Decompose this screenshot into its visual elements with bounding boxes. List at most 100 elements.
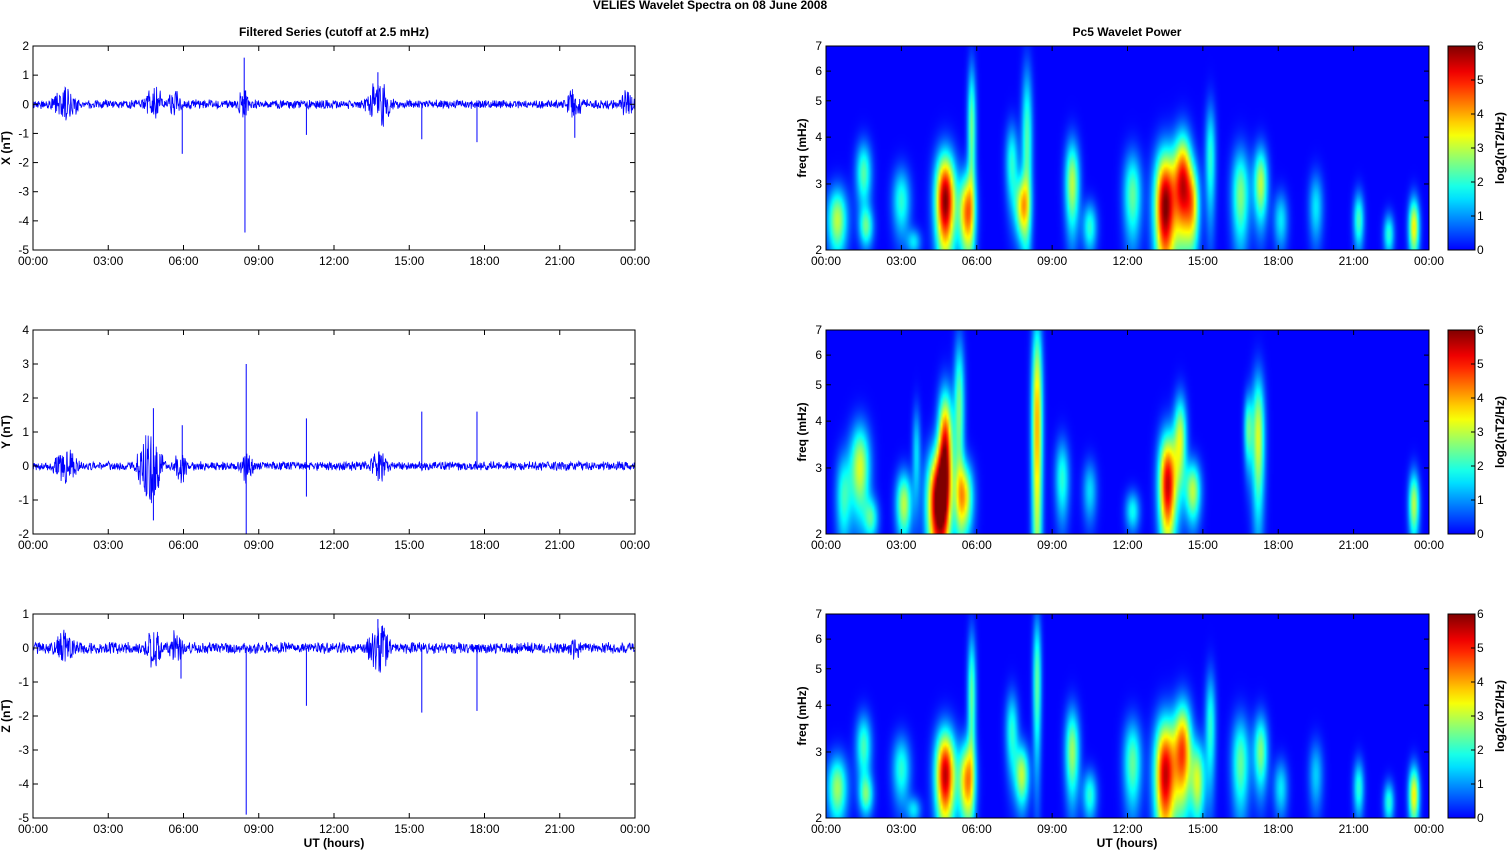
colorbar-tick-label: 3 <box>1477 425 1484 439</box>
series-x-tick-label: 03:00 <box>93 254 123 268</box>
wavelet-y-tick-label: 3 <box>815 461 822 475</box>
wavelet-y-tick-label: 2 <box>815 527 822 541</box>
series-x-tick-label: 21:00 <box>545 538 575 552</box>
wavelet-y-axis-label: freq (mHz) <box>795 686 809 745</box>
series-x-tick-label: 06:00 <box>168 538 198 552</box>
series-x-tick-label: 12:00 <box>319 822 349 836</box>
series-x-tick-label: 18:00 <box>469 822 499 836</box>
series-x-tick-label: 21:00 <box>545 822 575 836</box>
series-x-tick-label: 00:00 <box>18 254 48 268</box>
series-y-tick-label: -1 <box>18 675 29 689</box>
series-x-tick-label: 06:00 <box>168 822 198 836</box>
wavelet-x-tick-label: 15:00 <box>1188 254 1218 268</box>
wavelet-x-tick-label: 18:00 <box>1263 822 1293 836</box>
wavelet-x-tick-label: 15:00 <box>1188 538 1218 552</box>
colorbar-tick-label: 0 <box>1477 527 1484 541</box>
wavelet-y-axis-label: freq (mHz) <box>795 118 809 177</box>
colorbar-tick-label: 2 <box>1477 743 1484 757</box>
wavelet-y-tick-label: 2 <box>815 243 822 257</box>
colorbar <box>1447 613 1476 819</box>
wavelet-panel-2: 2 3 4 5 6 7 00:00 03:00 06:00 09:00 12:00 15:00 18:0… <box>795 323 1507 552</box>
series-x-tick-label: 00:00 <box>18 538 48 552</box>
colorbar-tick-label: 6 <box>1477 39 1484 53</box>
series-x-tick-label: 15:00 <box>394 822 424 836</box>
series-x-tick-label: 15:00 <box>394 254 424 268</box>
right-x-axis-label: UT (hours) <box>1097 836 1158 850</box>
series-y-axis-label: Y (nT) <box>0 415 13 449</box>
wavelet-panel-1: 2 3 4 5 6 7 00:00 03:00 06:00 09:00 12:00 15:00 18:0… <box>795 39 1507 268</box>
series-y-axis-label: Z (nT) <box>0 699 13 732</box>
wavelet-y-tick-label: 5 <box>815 378 822 392</box>
colorbar-label: log2(nT2/Hz) <box>1493 396 1507 468</box>
wavelet-x-tick-label: 03:00 <box>886 538 916 552</box>
wavelet-heatmap <box>826 46 1429 250</box>
colorbar-label: log2(nT2/Hz) <box>1493 680 1507 752</box>
colorbar-tick-label: 5 <box>1477 641 1484 655</box>
wavelet-x-tick-label: 21:00 <box>1339 822 1369 836</box>
series-y-tick-label: -2 <box>18 527 29 541</box>
wavelet-y-tick-label: 5 <box>815 94 822 108</box>
right-column-title: Pc5 Wavelet Power <box>1073 25 1182 39</box>
series-x-tick-label: 00:00 <box>18 822 48 836</box>
series-y-tick-label: 0 <box>22 641 29 655</box>
colorbar <box>1447 45 1476 251</box>
colorbar-tick-label: 3 <box>1477 709 1484 723</box>
series-frame <box>32 329 636 535</box>
series-line <box>32 435 636 504</box>
series-y-tick-label: 2 <box>22 39 29 53</box>
wavelet-x-tick-label: 09:00 <box>1037 254 1067 268</box>
series-line <box>32 83 636 127</box>
series-panel-1: 210-1-2-3-4-500:00 03:00 06:00 09:00 12:00 15… <box>0 39 650 268</box>
colorbar-tick-label: 0 <box>1477 811 1484 825</box>
series-y-tick-label: 1 <box>22 68 29 82</box>
series-frame <box>32 613 636 819</box>
colorbar-tick-label: 6 <box>1477 323 1484 337</box>
series-x-tick-label: 09:00 <box>244 822 274 836</box>
series-frame <box>32 45 636 251</box>
series-y-tick-label: 3 <box>22 357 29 371</box>
wavelet-y-tick-label: 6 <box>815 632 822 646</box>
series-x-tick-label: 00:00 <box>620 538 650 552</box>
colorbar <box>1447 329 1476 535</box>
colorbar-tick-label: 5 <box>1477 357 1484 371</box>
series-y-tick-label: 0 <box>22 97 29 111</box>
series-y-tick-label: -5 <box>18 243 29 257</box>
wavelet-x-tick-label: 06:00 <box>962 538 992 552</box>
series-x-tick-label: 09:00 <box>244 538 274 552</box>
series-panel-3: 10-1-2-3-4-500:00 03:00 06:00 09:00 12:00 15:… <box>0 607 650 836</box>
series-x-tick-label: 18:00 <box>469 538 499 552</box>
colorbar-tick-label: 4 <box>1477 107 1484 121</box>
colorbar-tick-label: 4 <box>1477 675 1484 689</box>
series-y-tick-label: -3 <box>18 743 29 757</box>
wavelet-panel-3: 2 3 4 5 6 7 00:00 03:00 06:00 09:00 12:00 15:00 18:0… <box>795 607 1507 836</box>
colorbar-tick-label: 1 <box>1477 493 1484 507</box>
wavelet-x-tick-label: 03:00 <box>886 254 916 268</box>
wavelet-y-tick-label: 3 <box>815 745 822 759</box>
wavelet-x-tick-label: 18:00 <box>1263 538 1293 552</box>
series-y-tick-label: 0 <box>22 459 29 473</box>
wavelet-x-tick-label: 12:00 <box>1112 538 1142 552</box>
wavelet-x-tick-label: 00:00 <box>1414 822 1444 836</box>
wavelet-x-tick-label: 06:00 <box>962 822 992 836</box>
series-x-tick-label: 12:00 <box>319 254 349 268</box>
wavelet-x-tick-label: 21:00 <box>1339 254 1369 268</box>
wavelet-x-tick-label: 12:00 <box>1112 822 1142 836</box>
colorbar-tick-label: 4 <box>1477 391 1484 405</box>
wavelet-x-tick-label: 03:00 <box>886 822 916 836</box>
series-x-tick-label: 03:00 <box>93 538 123 552</box>
series-x-tick-label: 06:00 <box>168 254 198 268</box>
wavelet-y-tick-label: 7 <box>815 39 822 53</box>
wavelet-x-tick-label: 00:00 <box>811 822 841 836</box>
wavelet-x-tick-label: 15:00 <box>1188 822 1218 836</box>
wavelet-x-tick-label: 12:00 <box>1112 254 1142 268</box>
series-y-tick-label: 2 <box>22 391 29 405</box>
series-x-tick-label: 09:00 <box>244 254 274 268</box>
wavelet-y-tick-label: 6 <box>815 348 822 362</box>
wavelet-y-tick-label: 6 <box>815 64 822 78</box>
left-column-title: Filtered Series (cutoff at 2.5 mHz) <box>239 25 429 39</box>
colorbar-tick-label: 1 <box>1477 777 1484 791</box>
colorbar-tick-label: 5 <box>1477 73 1484 87</box>
colorbar-tick-label: 6 <box>1477 607 1484 621</box>
